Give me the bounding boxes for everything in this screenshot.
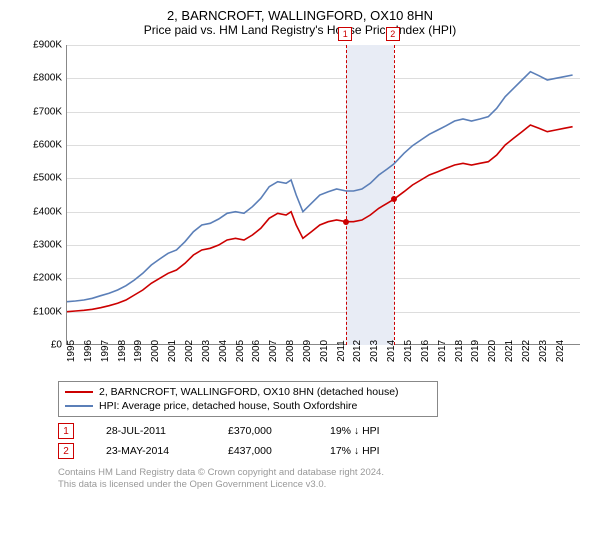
transaction-date: 28-JUL-2011: [106, 425, 196, 437]
x-tick-label: 2012: [352, 340, 363, 362]
y-tick-label: £800K: [20, 73, 62, 84]
y-tick-label: £100K: [20, 306, 62, 317]
series-line-price_paid: [67, 125, 573, 312]
legend-item: 2, BARNCROFT, WALLINGFORD, OX10 8HN (det…: [65, 385, 431, 399]
x-tick-label: 1997: [100, 340, 111, 362]
x-tick-label: 2009: [302, 340, 313, 362]
transaction-row: 2 23-MAY-2014 £437,000 17% ↓ HPI: [58, 441, 588, 461]
x-tick-label: 2004: [218, 340, 229, 362]
legend-label: 2, BARNCROFT, WALLINGFORD, OX10 8HN (det…: [99, 386, 399, 398]
legend: 2, BARNCROFT, WALLINGFORD, OX10 8HN (det…: [58, 381, 438, 417]
transaction-marker-label: 2: [386, 27, 400, 41]
legend-swatch: [65, 391, 93, 393]
y-tick-label: £700K: [20, 106, 62, 117]
transaction-dot: [343, 219, 349, 225]
chart-title: 2, BARNCROFT, WALLINGFORD, OX10 8HN: [12, 8, 588, 23]
x-tick-label: 2007: [268, 340, 279, 362]
x-tick-label: 2022: [521, 340, 532, 362]
y-tick-label: £600K: [20, 140, 62, 151]
transaction-hpi-delta: 19% ↓ HPI: [330, 425, 410, 437]
legend-swatch: [65, 405, 93, 407]
x-tick-label: 2011: [336, 340, 347, 362]
credits: Contains HM Land Registry data © Crown c…: [58, 467, 588, 492]
y-tick-label: £300K: [20, 240, 62, 251]
x-tick-label: 1996: [83, 340, 94, 362]
y-tick-label: £200K: [20, 273, 62, 284]
x-tick-label: 2017: [437, 340, 448, 362]
transaction-number-box: 1: [58, 423, 74, 439]
y-tick-label: £400K: [20, 206, 62, 217]
x-tick-label: 2018: [454, 340, 465, 362]
x-tick-label: 2024: [555, 340, 566, 362]
x-tick-label: 1999: [133, 340, 144, 362]
transaction-date: 23-MAY-2014: [106, 445, 196, 457]
transaction-price: £370,000: [228, 425, 298, 437]
x-tick-label: 2000: [150, 340, 161, 362]
transaction-marker-label: 1: [338, 27, 352, 41]
x-tick-label: 1998: [117, 340, 128, 362]
series-line-hpi: [67, 72, 573, 302]
x-tick-label: 2023: [538, 340, 549, 362]
x-tick-label: 2005: [235, 340, 246, 362]
x-tick-label: 2003: [201, 340, 212, 362]
x-tick-label: 2013: [369, 340, 380, 362]
x-tick-label: 2015: [403, 340, 414, 362]
y-tick-label: £500K: [20, 173, 62, 184]
credits-line: Contains HM Land Registry data © Crown c…: [58, 467, 588, 479]
x-tick-label: 2016: [420, 340, 431, 362]
transaction-number-box: 2: [58, 443, 74, 459]
x-tick-label: 2010: [319, 340, 330, 362]
x-tick-label: 2001: [167, 340, 178, 362]
plot-region: [66, 45, 580, 345]
chart-container: 2, BARNCROFT, WALLINGFORD, OX10 8HN Pric…: [0, 0, 600, 560]
legend-label: HPI: Average price, detached house, Sout…: [99, 400, 357, 412]
chart-subtitle: Price paid vs. HM Land Registry's House …: [12, 23, 588, 37]
credits-line: This data is licensed under the Open Gov…: [58, 479, 588, 491]
x-tick-label: 2006: [251, 340, 262, 362]
transaction-hpi-delta: 17% ↓ HPI: [330, 445, 410, 457]
transaction-price: £437,000: [228, 445, 298, 457]
x-tick-label: 2020: [487, 340, 498, 362]
transaction-dot: [391, 196, 397, 202]
transaction-row: 1 28-JUL-2011 £370,000 19% ↓ HPI: [58, 421, 588, 441]
x-tick-label: 2008: [285, 340, 296, 362]
x-tick-label: 2019: [470, 340, 481, 362]
y-tick-label: £0: [20, 340, 62, 351]
x-tick-label: 2021: [504, 340, 515, 362]
chart-area: £0 £100K £200K £300K £400K £500K £600K £700K £80…: [20, 45, 580, 375]
x-tick-label: 2014: [386, 340, 397, 362]
y-tick-label: £900K: [20, 40, 62, 51]
chart-lines: [67, 45, 581, 345]
x-tick-label: 1995: [66, 340, 77, 362]
x-tick-label: 2002: [184, 340, 195, 362]
legend-item: HPI: Average price, detached house, Sout…: [65, 399, 431, 413]
